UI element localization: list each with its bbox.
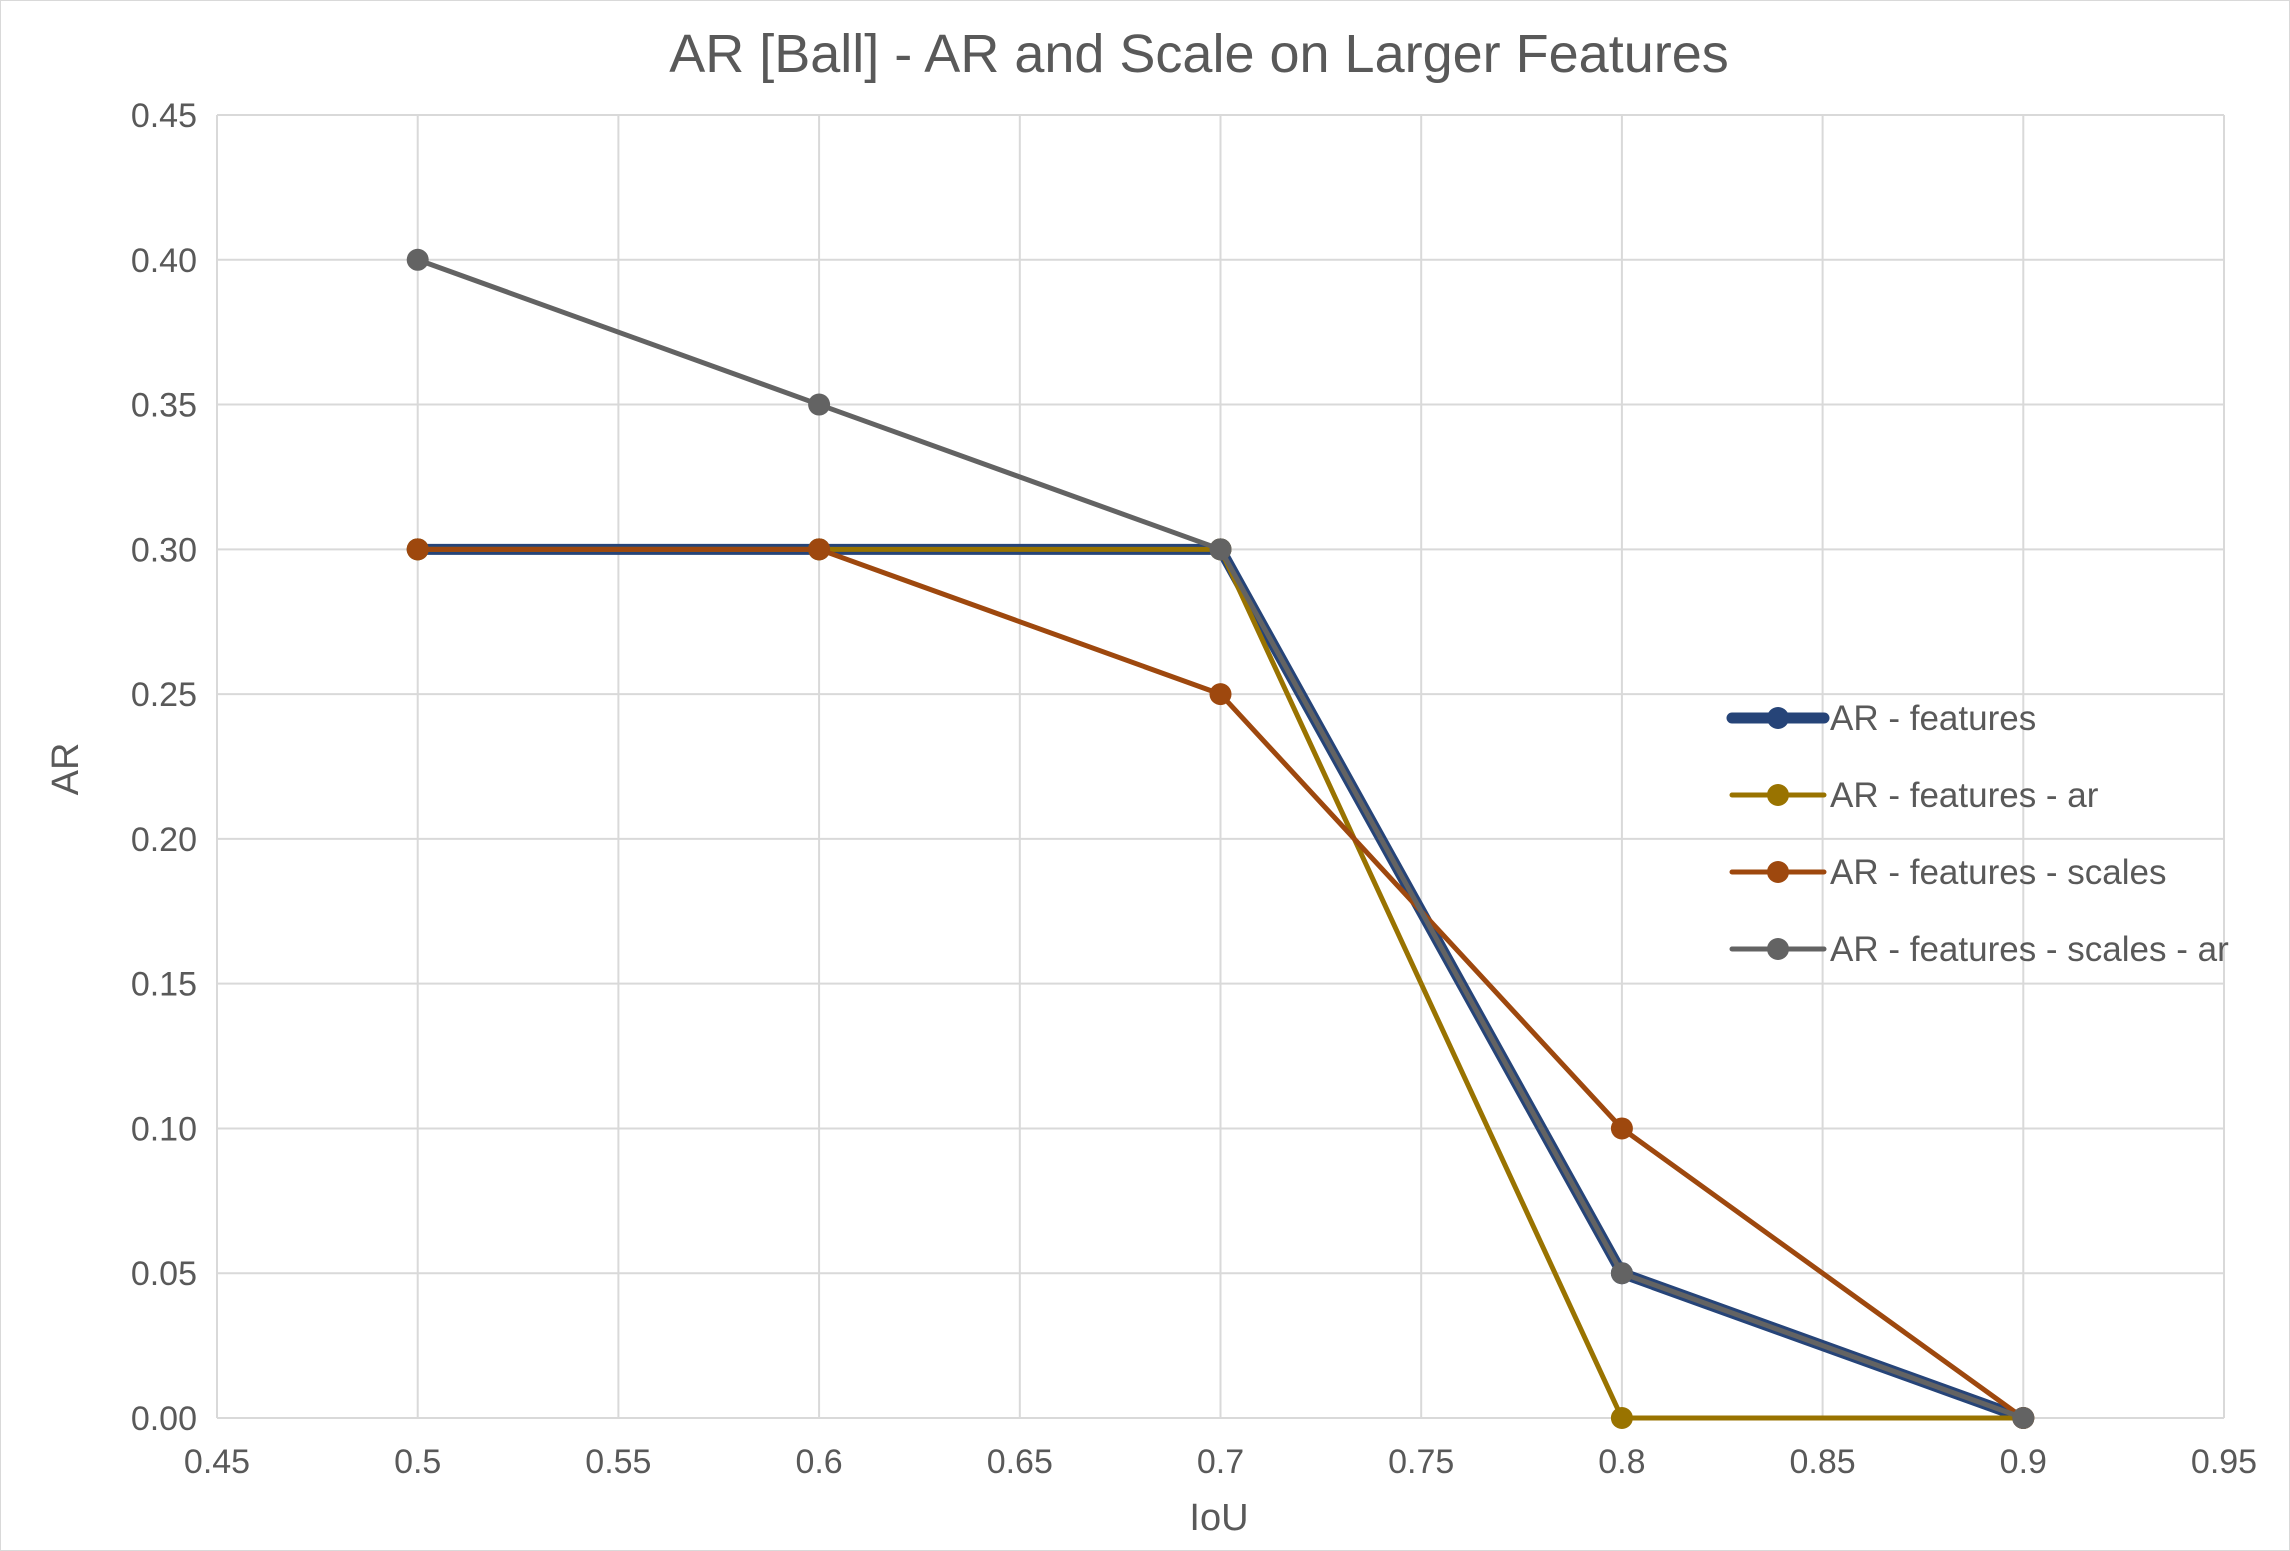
data-point (1610, 1262, 1633, 1285)
y-tick-label: 0.40 (131, 242, 197, 280)
legend-label: AR - features (1830, 699, 2036, 738)
x-axis-ticks: 0.45 0.5 0.55 0.6 0.65 0.7 0.75 0.8 0.85 0.9 0.95 (184, 1443, 2257, 1481)
data-point (1209, 683, 1232, 706)
grid (216, 114, 2225, 1419)
data-point (808, 393, 831, 416)
x-tick-label: 0.9 (2000, 1443, 2047, 1481)
data-point (1610, 1117, 1633, 1140)
y-tick-label: 0.15 (131, 966, 197, 1004)
chart-title: AR [Ball] - AR and Scale on Larger Featu… (669, 24, 1729, 84)
data-point (1610, 1407, 1633, 1429)
legend-swatch-marker (1767, 938, 1789, 960)
x-tick-label: 0.6 (795, 1443, 842, 1481)
legend-label: AR - features - scales - ar (1830, 930, 2229, 969)
x-tick-label: 0.55 (585, 1443, 651, 1481)
y-tick-label: 0.10 (131, 1110, 197, 1148)
y-tick-label: 0.20 (131, 821, 197, 859)
y-axis-title: AR (45, 743, 87, 796)
legend-label: AR - features - ar (1830, 776, 2099, 815)
y-tick-label: 0.30 (131, 531, 197, 569)
x-tick-label: 0.45 (184, 1443, 250, 1481)
data-point (808, 538, 831, 561)
data-point (406, 538, 429, 561)
legend: AR - features AR - features - ar AR - feat… (1726, 699, 2229, 969)
x-tick-label: 0.8 (1598, 1443, 1645, 1481)
x-tick-label: 0.5 (394, 1443, 441, 1481)
data-point (2012, 1407, 2035, 1429)
y-tick-label: 0.45 (131, 97, 197, 135)
y-axis-ticks: 0.00 0.05 0.10 0.15 0.20 0.25 0.30 0.35 0.40 0.45 (131, 97, 197, 1438)
x-tick-label: 0.75 (1388, 1443, 1454, 1481)
y-tick-label: 0.05 (131, 1255, 197, 1293)
y-tick-label: 0.00 (131, 1400, 197, 1438)
data-point (1209, 538, 1232, 561)
y-tick-label: 0.25 (131, 676, 197, 714)
x-tick-label: 0.85 (1790, 1443, 1856, 1481)
legend-swatch-marker (1767, 784, 1789, 806)
series (406, 248, 2035, 1429)
x-axis-title: IoU (1189, 1497, 1248, 1539)
x-tick-label: 0.7 (1197, 1443, 1244, 1481)
series-4 (406, 248, 2035, 1429)
x-tick-label: 0.95 (2191, 1443, 2257, 1481)
legend-swatch-marker (1767, 861, 1789, 883)
x-tick-label: 0.65 (987, 1443, 1053, 1481)
data-point (406, 248, 429, 271)
legend-swatch-marker (1767, 707, 1789, 729)
y-tick-label: 0.35 (131, 387, 197, 425)
legend-label: AR - features - scales (1830, 853, 2167, 892)
